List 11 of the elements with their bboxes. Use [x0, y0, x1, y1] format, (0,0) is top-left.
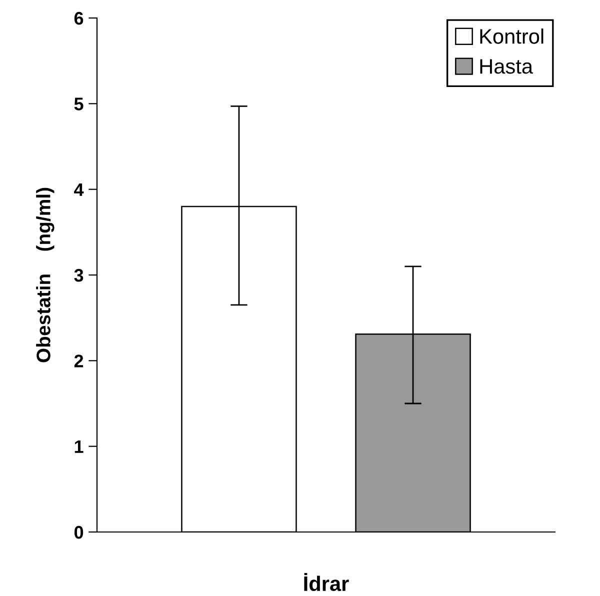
y-tick-label: 1	[74, 440, 84, 453]
y-tick-label: 6	[74, 12, 84, 25]
x-axis-title: İdrar	[304, 573, 349, 592]
y-tick-label: 3	[74, 268, 84, 282]
y-tick-label: 0	[74, 526, 84, 539]
y-tick-label: 5	[74, 98, 84, 110]
y-tick-label: 4	[74, 183, 84, 196]
legend-label: Kontrol	[480, 28, 544, 44]
legend-label: Hasta	[480, 59, 533, 74]
y-tick-label: 2	[74, 354, 84, 368]
y-axis-title: Obestatin (ng/ml)	[36, 188, 54, 362]
